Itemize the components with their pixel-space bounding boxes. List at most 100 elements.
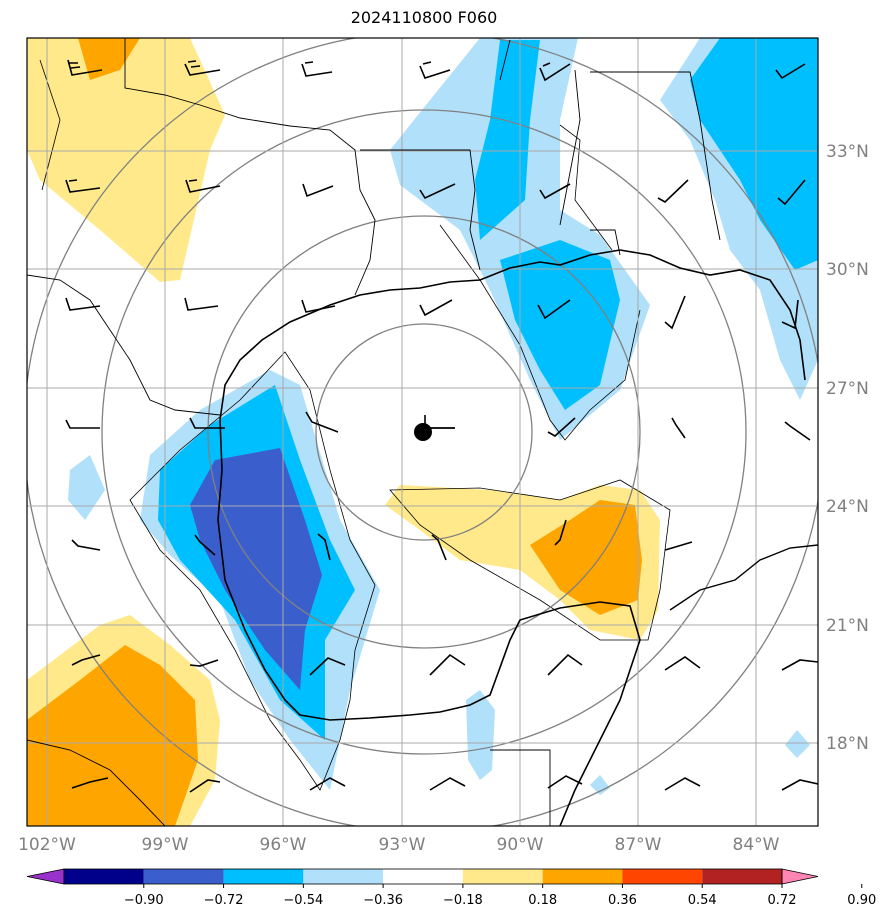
colorbar-tick-label: 0.54 (688, 893, 717, 908)
border-line (27, 274, 221, 416)
wind-barb (189, 659, 219, 667)
range-ring (101, 109, 747, 755)
wind-barb (664, 777, 701, 791)
border-line (590, 229, 621, 256)
map-frame (26, 37, 819, 827)
wind-barb (71, 654, 101, 666)
colorbar-segment (303, 869, 384, 884)
negative-anomaly-region (590, 775, 610, 795)
wind-barb (431, 534, 447, 561)
wind-barb (775, 63, 806, 80)
negative-anomaly-region (466, 690, 495, 780)
lon-label: 96°W (260, 835, 307, 855)
wind-barb (547, 417, 576, 437)
lon-label: 90°W (497, 835, 544, 855)
positive-anomaly-region (78, 38, 140, 80)
contour-line (439, 224, 641, 441)
colorbar-extend-low (26, 868, 65, 885)
wind-barb (419, 299, 453, 317)
colorbar-tick-label: −0.90 (124, 893, 164, 908)
colorbar-segment (143, 869, 224, 884)
wind-barb (65, 297, 101, 311)
wind-barb (309, 777, 346, 791)
lat-label: 27°N (826, 379, 869, 399)
colorbar-outline (63, 868, 783, 885)
border-line (360, 149, 481, 271)
wind-barb (429, 653, 466, 676)
wind-barb (65, 179, 101, 193)
colorbar-segment (64, 869, 144, 884)
storm-center-marker (414, 423, 432, 441)
wind-barb (419, 61, 451, 79)
wind-barb (302, 183, 334, 198)
wind-barb (547, 653, 583, 676)
colorbar-segment (223, 869, 304, 884)
colorbar-tick-label: −0.54 (283, 893, 323, 908)
negative-anomaly-region (500, 240, 620, 410)
colorbar-segment (622, 869, 703, 884)
wind-barb (664, 541, 693, 551)
lon-label-group: 102°W 99°W 96°W 93°W 90°W 87°W 84°W (18, 835, 780, 855)
colorbar: −0.90 −0.72 −0.54 −0.36 −0.18 0.18 0.36 0.54 0.7… (26, 868, 876, 908)
wind-barb (777, 179, 806, 206)
wind-barb (189, 417, 225, 429)
wind-barb (184, 60, 221, 76)
wind-barb-layer (65, 59, 818, 793)
wind-barb (67, 59, 103, 76)
wind-barb (194, 534, 216, 556)
wind-barb (781, 779, 818, 791)
wind-barb (305, 411, 339, 433)
wind-barb (65, 419, 100, 429)
lat-label: 33°N (826, 142, 869, 162)
negative-anomaly-region (68, 455, 105, 520)
border-line (27, 739, 166, 826)
lat-label: 30°N (826, 260, 869, 280)
lat-label: 18°N (826, 734, 869, 754)
wind-barb (185, 179, 221, 193)
us-gulf-coastline (219, 249, 806, 421)
wind-barb (664, 656, 701, 671)
lon-label: 102°W (18, 835, 76, 855)
range-ring (207, 215, 641, 649)
wind-barb (184, 297, 219, 311)
colorbar-tick-label: 0.90 (847, 893, 876, 908)
wind-barb (189, 779, 221, 793)
lon-label: 99°W (142, 835, 189, 855)
colorbar-tick-label: 0.18 (528, 893, 557, 908)
wind-barb (419, 183, 456, 200)
negative-anomaly-region (785, 730, 810, 758)
lon-label: 93°W (379, 835, 426, 855)
wind-barb (309, 657, 346, 676)
colorbar-tick-label: 0.72 (768, 893, 797, 908)
graticule (27, 38, 818, 826)
wind-barb (781, 659, 818, 671)
wind-barb (781, 299, 799, 330)
border-line (490, 749, 551, 826)
colorbar-extend-high (781, 868, 819, 885)
border-line (590, 71, 721, 241)
colorbar-segment (702, 869, 782, 884)
contour-line (129, 351, 376, 791)
colorbar-tick-label: 0.36 (608, 893, 637, 908)
contour-layer (39, 59, 671, 791)
wind-barb (671, 417, 686, 439)
wind-barb (537, 299, 571, 320)
wind-barb (784, 421, 811, 441)
colorbar-segment (383, 869, 463, 884)
lon-label: 84°W (733, 835, 780, 855)
wind-barb (71, 777, 109, 789)
positive-anomaly-region (27, 38, 225, 282)
border-line (559, 69, 581, 226)
wind-barb (554, 519, 567, 546)
lat-label: 24°N (826, 497, 869, 517)
border-line (124, 38, 376, 296)
negative-anomaly-region (475, 40, 540, 240)
wind-barb (547, 775, 583, 789)
colorbar-tick-label: −0.18 (443, 893, 483, 908)
contour-line (559, 124, 613, 251)
wind-barb (664, 295, 686, 330)
geography-layer (27, 38, 818, 826)
range-ring (315, 323, 533, 541)
cuba-coastline (669, 544, 818, 611)
wind-barb (317, 533, 331, 561)
